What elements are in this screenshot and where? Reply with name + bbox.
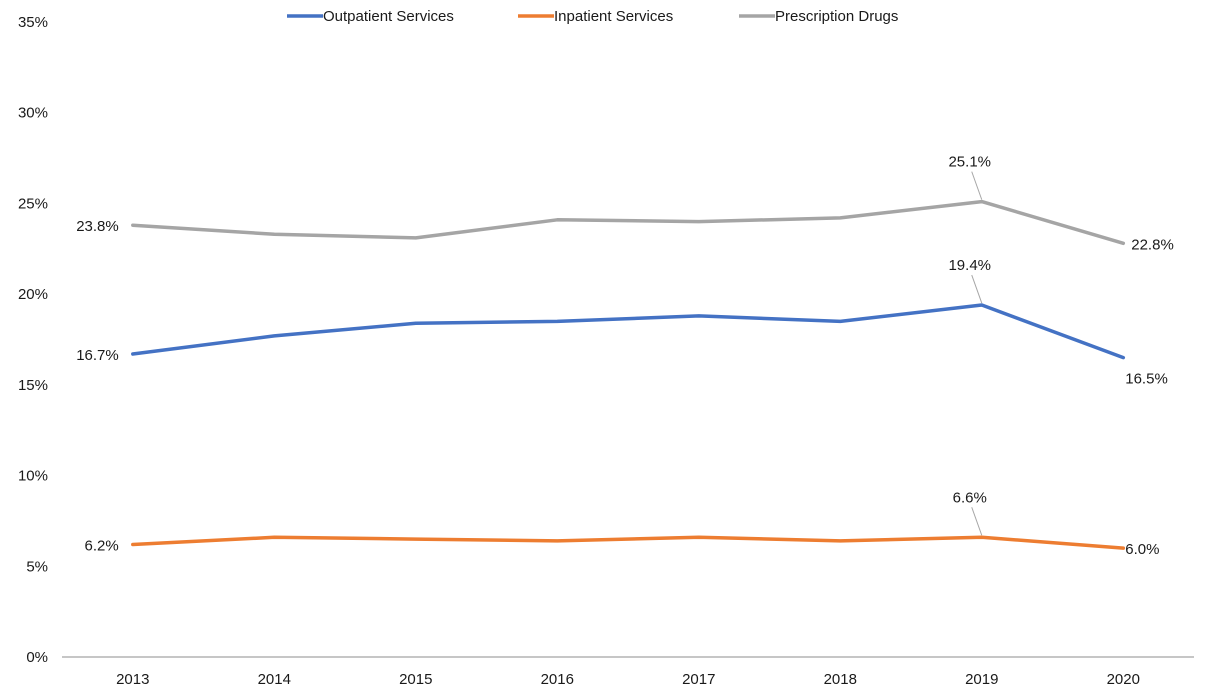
data-label-leader [971,507,983,536]
data-label-leader [971,274,983,304]
x-tick-label: 2014 [258,671,291,688]
y-tick-label: 10% [18,468,48,485]
series-line-prescription-drugs [131,199,1126,246]
series-line-inpatient-services [131,535,1126,550]
x-tick-label: 2020 [1107,671,1140,688]
data-label: 6.0% [1125,541,1159,558]
data-label: 16.7% [76,347,119,364]
series-line-outpatient-services [131,303,1126,360]
legend-label: Prescription Drugs [775,8,898,25]
y-tick-label: 15% [18,377,48,394]
data-labels: 16.7% 19.4% 16.5% 6.2% 6.6% 6.0% 23.8% 25.1% 22.… [76,154,1174,559]
data-label: 19.4% [948,257,991,274]
data-label: 16.5% [1125,371,1168,388]
legend-item-outpatient-services: Outpatient Services [287,8,454,25]
legend-label: Outpatient Services [323,8,454,25]
x-tick-label: 2013 [116,671,149,688]
data-label-leader [971,171,983,200]
x-tick-label: 2017 [682,671,715,688]
data-label: 25.1% [948,154,991,171]
x-tick-label: 2019 [965,671,998,688]
data-label: 6.2% [85,538,119,555]
y-tick-label: 0% [26,649,48,666]
y-tick-label: 20% [18,286,48,303]
data-label: 22.8% [1131,236,1174,253]
legend-item-inpatient-services: Inpatient Services [518,8,673,25]
y-axis: 0% 5% 10% 15% 20% 25% 30% 35% [18,14,48,666]
x-axis: 2013 2014 2015 2016 2017 2018 2019 2020 [62,656,1194,688]
x-tick-label: 2018 [824,671,857,688]
data-label: 6.6% [953,489,987,506]
legend-label: Inpatient Services [554,8,673,25]
x-tick-label: 2016 [541,671,574,688]
series-layer [131,199,1126,550]
y-tick-label: 35% [18,14,48,31]
y-tick-label: 5% [26,558,48,575]
y-tick-label: 30% [18,105,48,122]
data-label: 23.8% [76,218,119,235]
chart-legend: Outpatient Services Inpatient Services Pre… [287,8,898,25]
legend-item-prescription-drugs: Prescription Drugs [739,8,898,25]
y-tick-label: 25% [18,195,48,212]
x-tick-label: 2015 [399,671,432,688]
